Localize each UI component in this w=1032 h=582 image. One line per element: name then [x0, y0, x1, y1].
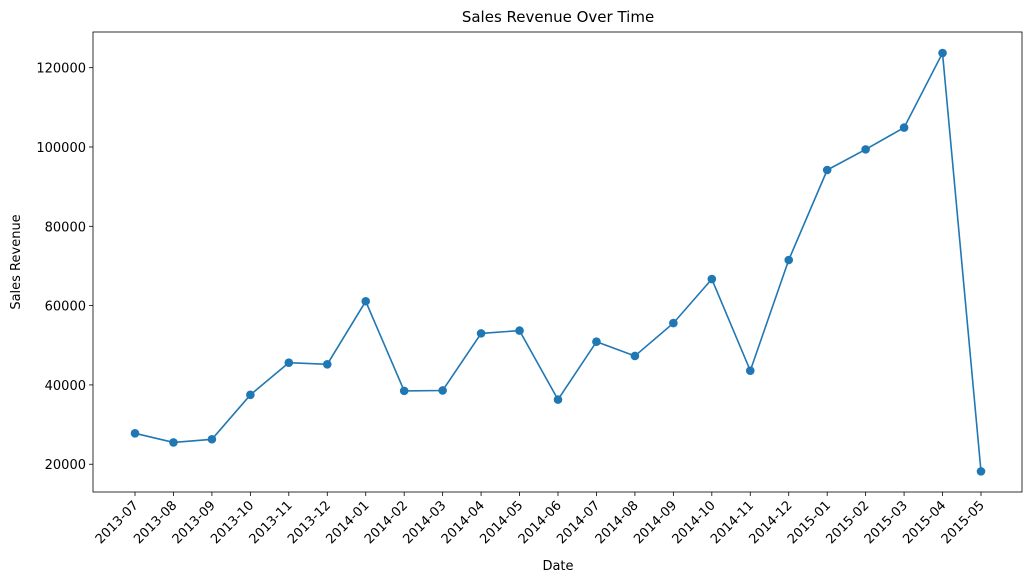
data-point [322, 360, 332, 369]
y-tick-label: 20000 [45, 458, 86, 473]
x-axis-label: Date [542, 559, 573, 574]
y-axis-label: Sales Revenue [9, 214, 24, 309]
y-tick-label: 80000 [45, 220, 86, 235]
data-point [899, 123, 909, 132]
data-point [784, 255, 794, 265]
series-line [134, 50, 982, 472]
data-point [284, 358, 294, 368]
plot-frame [92, 31, 1023, 493]
data-point [130, 429, 140, 438]
data-point [207, 434, 217, 444]
data-point [361, 296, 371, 306]
plot-area: 200004000060000800001000001200002013-072… [36, 31, 1023, 547]
data-point [399, 386, 409, 396]
chart-title: Sales Revenue Over Time [462, 8, 654, 26]
data-point [938, 48, 947, 58]
data-point [745, 366, 755, 375]
y-tick-label: 120000 [36, 62, 86, 77]
data-point [246, 390, 255, 400]
data-point [553, 395, 563, 404]
y-tick-label: 40000 [45, 379, 86, 394]
data-point [169, 438, 178, 447]
y-tick-label: 60000 [45, 300, 86, 315]
data-point [822, 165, 832, 175]
data-point [630, 351, 640, 361]
data-point [476, 329, 486, 338]
data-point [592, 337, 601, 347]
data-point [861, 145, 870, 154]
x-tick-label: 2015-05 [939, 498, 988, 547]
data-point [707, 274, 717, 284]
data-point [669, 318, 678, 328]
data-point [976, 467, 986, 476]
data-point [438, 386, 447, 395]
y-tick-label: 100000 [36, 141, 86, 156]
data-point [515, 326, 524, 335]
